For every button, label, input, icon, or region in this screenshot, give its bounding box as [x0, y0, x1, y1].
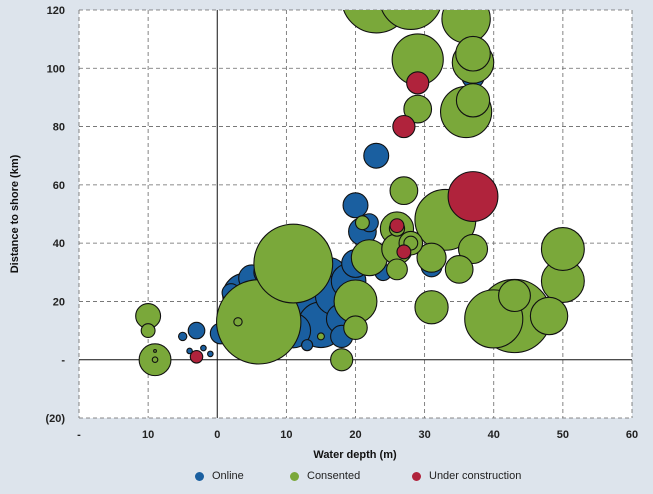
bubbles [135, 10, 585, 377]
y-tick-label: 60 [53, 180, 65, 192]
bubble-consented [253, 223, 334, 304]
bubble-consented [457, 233, 489, 265]
bubble-consented [441, 10, 491, 44]
legend-item-under-construction: Under construction [412, 470, 521, 482]
y-tick-label: - [61, 355, 65, 367]
x-tick-label: 30 [419, 429, 431, 441]
x-tick-labels: - 10 0 10 20 30 40 50 60 [77, 429, 638, 441]
x-tick-label: 60 [626, 429, 638, 441]
bubble-consented [343, 315, 368, 340]
bubble-online [363, 142, 390, 169]
bubble-online [187, 321, 206, 340]
x-tick-label: - [77, 429, 81, 441]
legend: Online Consented Under construction [0, 470, 653, 490]
bubble-consented [540, 226, 585, 271]
bubble-online [200, 344, 207, 352]
bubble-consented [316, 332, 325, 341]
bubble-consented [403, 94, 433, 124]
bubble-under-construction [447, 171, 499, 222]
bubble-consented [498, 279, 531, 313]
bubble-consented [140, 323, 156, 339]
bubble-consented [416, 242, 447, 273]
bubble-consented [444, 254, 474, 284]
consented-swatch-icon [290, 471, 299, 481]
bubble-online [177, 331, 188, 342]
y-tick-label: (20) [45, 413, 65, 425]
bubble-consented [414, 290, 449, 325]
y-axis-title: Distance to shore (km) [9, 154, 21, 273]
bubble-consented [153, 349, 157, 353]
x-tick-label: 0 [214, 429, 220, 441]
x-tick-label: 50 [557, 429, 569, 441]
y-tick-label: 20 [53, 296, 65, 308]
bubble-consented [529, 296, 569, 336]
bubble-consented [330, 348, 354, 372]
y-tick-label: 100 [47, 63, 65, 75]
x-tick-label: 40 [488, 429, 500, 441]
x-tick-label: 10 [142, 429, 154, 441]
bubble-consented [233, 317, 243, 327]
bubble-online [301, 339, 314, 352]
bubble-under-construction [189, 350, 204, 364]
bubble-under-construction [389, 218, 405, 234]
legend-label-online: Online [212, 470, 244, 482]
bubble-consented [386, 258, 408, 281]
bubble-consented [455, 83, 491, 118]
x-tick-label: 20 [349, 429, 361, 441]
bubble-consented [354, 215, 370, 231]
bubble-online [186, 347, 193, 355]
bubble-online [342, 192, 369, 219]
y-tick-label: 40 [53, 238, 65, 250]
legend-label-under-construction: Under construction [429, 470, 522, 482]
x-tick-label: 10 [280, 429, 292, 441]
bubble-under-construction [392, 114, 416, 139]
legend-item-consented: Consented [290, 470, 360, 482]
bubble-under-construction [406, 71, 430, 95]
under-construction-swatch-icon [412, 471, 421, 481]
bubble-consented [381, 10, 441, 30]
bubble-under-construction [396, 244, 412, 260]
bubble-consented [151, 356, 159, 364]
bubble-online [207, 350, 214, 358]
online-swatch-icon [195, 471, 204, 481]
legend-item-online: Online [195, 470, 244, 482]
y-tick-label: 80 [53, 122, 65, 134]
y-tick-label: 120 [47, 5, 65, 17]
bubble-consented [455, 35, 491, 72]
bubble-consented [389, 176, 419, 206]
x-axis-title: Water depth (m) [313, 449, 397, 461]
legend-label-consented: Consented [307, 470, 361, 482]
y-tick-labels: (20) - 20 40 60 80 100 120 [45, 5, 65, 425]
